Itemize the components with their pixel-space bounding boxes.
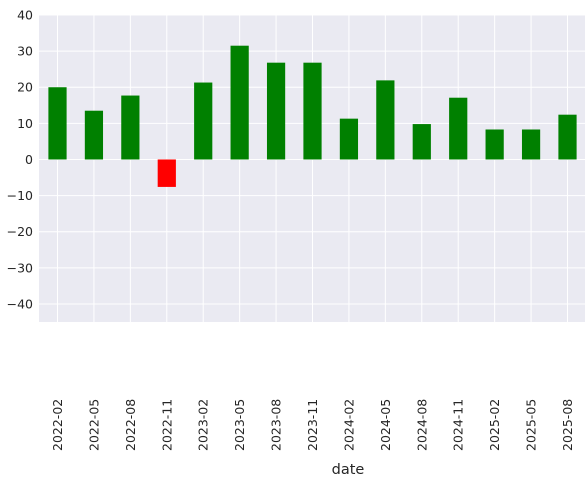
y-tick-label: −10: [7, 188, 33, 203]
bar-2024-08: [412, 124, 431, 160]
x-tick-label: 2025-02: [487, 399, 502, 451]
y-tick-label: −30: [7, 260, 33, 275]
x-tick-label: 2024-08: [414, 399, 429, 451]
x-tick-label: 2023-05: [232, 399, 247, 451]
bar-2023-11: [303, 62, 322, 160]
y-tick-label: −40: [7, 296, 33, 311]
bar-2022-02: [48, 87, 67, 160]
y-tick-label: −20: [7, 224, 33, 239]
x-tick-label: 2024-05: [378, 399, 393, 451]
bars: [48, 45, 577, 187]
bar-2023-02: [194, 82, 213, 160]
x-tick-label: 2025-05: [524, 399, 539, 451]
x-tick-label: 2023-08: [269, 399, 284, 451]
bar-2022-11: [157, 159, 176, 187]
bar-2025-02: [485, 129, 504, 160]
x-tick-label: 2022-02: [50, 399, 65, 451]
x-tick-label: 2024-11: [451, 399, 466, 451]
bar-2023-05: [230, 45, 249, 160]
y-tick-label: 0: [25, 152, 33, 167]
x-axis-label: date: [332, 462, 365, 478]
bar-2022-05: [84, 110, 104, 160]
y-tick-label: 20: [17, 80, 33, 95]
x-tick-label: 2025-08: [560, 399, 575, 451]
bar-2024-05: [376, 80, 395, 160]
x-tick-label: 2023-11: [305, 399, 320, 451]
y-axis-ticks: 40 30 20 10 0 −10 −20 −30 −40: [7, 8, 33, 312]
y-tick-label: 30: [17, 44, 33, 59]
bar-2025-05: [521, 129, 541, 160]
x-tick-label: 2022-11: [159, 399, 174, 451]
grid-lines: [39, 14, 585, 322]
x-tick-label: 2022-05: [86, 399, 101, 451]
x-tick-label: 2023-02: [196, 399, 211, 451]
y-tick-label: 40: [17, 8, 33, 23]
x-axis-ticks: 2022-02 2022-05 2022-08 2022-11 2023-02 2023-…: [50, 399, 575, 451]
bar-2024-11: [449, 97, 468, 160]
bar-2022-08: [121, 95, 140, 160]
x-tick-label: 2024-02: [341, 399, 356, 451]
y-tick-label: 10: [17, 116, 33, 131]
bar-2023-08: [266, 62, 286, 160]
bar-2025-08: [558, 114, 577, 160]
x-tick-label: 2022-08: [123, 399, 138, 451]
bar-2024-02: [339, 118, 359, 160]
